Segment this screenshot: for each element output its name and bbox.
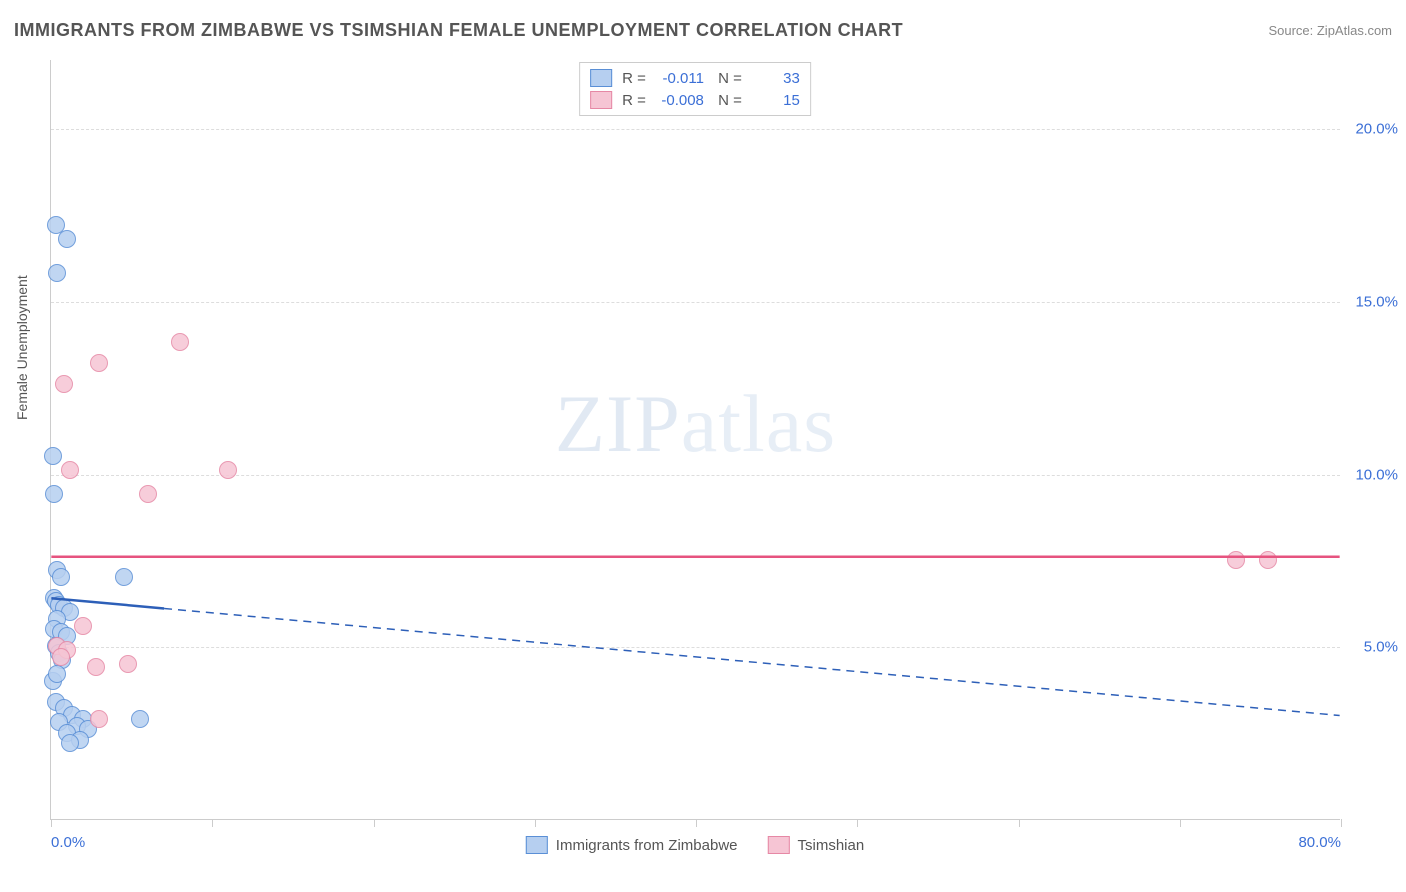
r-value: -0.011 xyxy=(656,70,704,87)
legend-label: Immigrants from Zimbabwe xyxy=(556,837,738,854)
n-value: 15 xyxy=(752,92,800,109)
header: IMMIGRANTS FROM ZIMBABWE VS TSIMSHIAN FE… xyxy=(14,20,1392,41)
y-tick-label: 10.0% xyxy=(1355,466,1398,483)
x-tick xyxy=(212,819,213,827)
swatch-icon xyxy=(768,836,790,854)
plot-area: ZIPatlas 5.0%10.0%15.0%20.0%0.0%80.0% xyxy=(50,60,1340,820)
x-tick xyxy=(51,819,52,827)
r-label: R = xyxy=(622,70,646,87)
data-point xyxy=(55,375,73,393)
x-tick xyxy=(1180,819,1181,827)
r-value: -0.008 xyxy=(656,92,704,109)
x-tick-label: 80.0% xyxy=(1298,834,1341,851)
x-tick xyxy=(535,819,536,827)
data-point xyxy=(48,264,66,282)
data-point xyxy=(219,461,237,479)
x-tick-label: 0.0% xyxy=(51,834,85,851)
y-tick-label: 20.0% xyxy=(1355,121,1398,138)
data-point xyxy=(131,710,149,728)
data-point xyxy=(52,568,70,586)
gridline xyxy=(51,647,1340,648)
chart-title: IMMIGRANTS FROM ZIMBABWE VS TSIMSHIAN FE… xyxy=(14,20,903,41)
swatch-icon xyxy=(526,836,548,854)
data-point xyxy=(171,333,189,351)
data-point xyxy=(74,617,92,635)
legend-item-1: Tsimshian xyxy=(768,836,865,854)
n-value: 33 xyxy=(752,70,800,87)
data-point xyxy=(45,485,63,503)
legend-item-0: Immigrants from Zimbabwe xyxy=(526,836,738,854)
gridline xyxy=(51,475,1340,476)
data-point xyxy=(1259,551,1277,569)
source-label: Source: ZipAtlas.com xyxy=(1268,23,1392,38)
gridline xyxy=(51,129,1340,130)
data-point xyxy=(115,568,133,586)
legend-stats: R = -0.011 N = 33 R = -0.008 N = 15 xyxy=(579,62,811,116)
data-point xyxy=(139,485,157,503)
data-point xyxy=(48,665,66,683)
data-point xyxy=(119,655,137,673)
swatch-icon xyxy=(590,91,612,109)
x-tick xyxy=(1341,819,1342,827)
data-point xyxy=(58,230,76,248)
data-point xyxy=(44,447,62,465)
n-label: N = xyxy=(714,70,742,87)
data-point xyxy=(52,648,70,666)
gridline xyxy=(51,302,1340,303)
data-point xyxy=(87,658,105,676)
swatch-icon xyxy=(590,69,612,87)
legend-stats-row-1: R = -0.008 N = 15 xyxy=(590,89,800,111)
data-point xyxy=(1227,551,1245,569)
x-tick xyxy=(374,819,375,827)
trend-lines xyxy=(51,60,1340,819)
y-tick-label: 15.0% xyxy=(1355,293,1398,310)
data-point xyxy=(61,461,79,479)
legend-label: Tsimshian xyxy=(798,837,865,854)
x-tick xyxy=(857,819,858,827)
data-point xyxy=(90,354,108,372)
y-tick-label: 5.0% xyxy=(1364,639,1398,656)
legend-stats-row-0: R = -0.011 N = 33 xyxy=(590,67,800,89)
r-label: R = xyxy=(622,92,646,109)
x-tick xyxy=(1019,819,1020,827)
n-label: N = xyxy=(714,92,742,109)
x-tick xyxy=(696,819,697,827)
legend-bottom: Immigrants from Zimbabwe Tsimshian xyxy=(526,836,864,854)
watermark: ZIPatlas xyxy=(555,377,836,471)
chart-area: ZIPatlas 5.0%10.0%15.0%20.0%0.0%80.0% R … xyxy=(50,60,1340,820)
y-axis-label: Female Unemployment xyxy=(14,275,30,420)
chart-container: IMMIGRANTS FROM ZIMBABWE VS TSIMSHIAN FE… xyxy=(0,0,1406,892)
data-point xyxy=(61,734,79,752)
data-point xyxy=(90,710,108,728)
